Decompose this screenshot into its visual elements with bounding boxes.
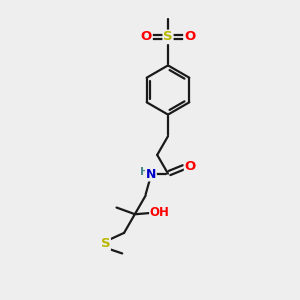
Text: S: S — [100, 237, 110, 250]
Text: N: N — [146, 168, 156, 181]
Text: S: S — [163, 30, 173, 44]
Text: O: O — [184, 160, 196, 172]
Text: H: H — [140, 167, 149, 176]
Text: OH: OH — [150, 206, 170, 219]
Text: O: O — [184, 30, 195, 44]
Text: O: O — [141, 30, 152, 44]
